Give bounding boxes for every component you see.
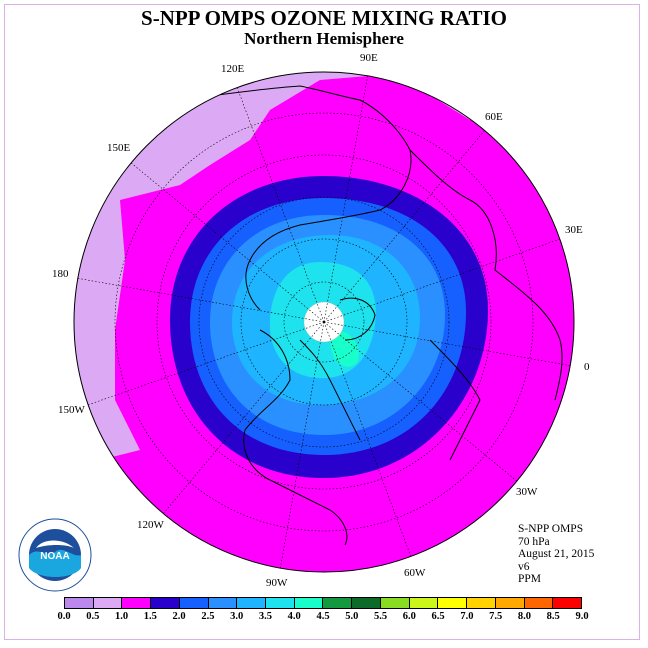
colorbar-bin — [122, 598, 152, 608]
colorbar-bin — [208, 598, 238, 608]
colorbar-bin — [323, 598, 353, 608]
figure-frame — [4, 4, 640, 640]
colorbar-bin — [495, 598, 525, 608]
colorbar-tick-label: 1.5 — [143, 611, 157, 622]
colorbar-tick-label: 3.0 — [230, 611, 244, 622]
latitude-circle — [240, 238, 408, 406]
latitude-circle — [198, 196, 450, 448]
latitude-circle — [114, 112, 534, 532]
info-version: v6 — [518, 560, 530, 573]
map-subtitle: Northern Hemisphere — [244, 29, 404, 48]
product-info: S-NPP OMPS 70 hPa August 21, 2015 v6 PPM — [518, 523, 594, 586]
colorbar-tick-label: 7.0 — [460, 611, 474, 622]
colorbar-tick-label: 6.5 — [431, 611, 445, 622]
lon-label-120w: 120W — [137, 519, 164, 531]
colorbar-tick-label: 7.5 — [489, 611, 503, 622]
north-america-coast — [243, 329, 348, 546]
colorbar-tick-label: 5.0 — [345, 611, 359, 622]
greenland-coast — [339, 297, 376, 341]
coastlines — [209, 85, 563, 546]
europe-africa-coast — [409, 149, 563, 401]
colorbar-bin — [553, 598, 581, 608]
colorbar-bin — [524, 598, 554, 608]
colorbar-tick-label: 0.5 — [86, 611, 100, 622]
lon-label-120e: 120E — [221, 63, 245, 75]
latitude-circle — [283, 281, 365, 363]
colorbar-tick-label: 3.5 — [258, 611, 272, 622]
colorbar-tick-label: 8.5 — [546, 611, 560, 622]
lon-label-30w: 30W — [516, 486, 538, 498]
colorbar-bin — [409, 598, 439, 608]
colorbar-bin — [438, 598, 468, 608]
colorbar-bin — [179, 598, 209, 608]
lon-label-60e: 60E — [485, 111, 503, 123]
colorbar-bin — [352, 598, 381, 608]
colorbar-bin — [65, 598, 94, 608]
colorbar-bin — [294, 598, 324, 608]
colorbar-tick-label: 2.0 — [172, 611, 186, 622]
colorbar-tick-label: 0.0 — [57, 611, 71, 622]
colorbar-bin — [237, 598, 267, 608]
meridian — [81, 321, 325, 408]
western-europe-coast — [429, 339, 481, 461]
lon-label-180: 180 — [52, 268, 69, 280]
info-date: August 21, 2015 — [518, 548, 595, 560]
colorbar-tick-label: 8.0 — [517, 611, 531, 622]
info-pressure-level: 70 hPa — [518, 535, 550, 548]
colorbar-bin — [467, 598, 496, 608]
latitude-circle — [156, 154, 492, 490]
colorbar-tick-label: 9.0 — [575, 611, 589, 622]
map-title: S-NPP OMPS OZONE MIXING RATIO — [141, 6, 507, 30]
info-units: PPM — [518, 573, 542, 585]
colorbar-bin — [380, 598, 410, 608]
lon-label-90w: 90W — [266, 577, 288, 589]
colorbar-tick-label: 6.0 — [402, 611, 416, 622]
colorbar-tick-label: 4.5 — [316, 611, 330, 622]
colorbar-bin — [266, 598, 295, 608]
meridian — [323, 236, 567, 323]
map-boundary — [73, 71, 575, 573]
lon-label-0: 0 — [584, 361, 590, 373]
noaa-logo-icon: NOAA — [18, 518, 92, 592]
colorbar-bin — [151, 598, 180, 608]
lon-label-30e: 30E — [565, 224, 583, 236]
eurasia-coast — [209, 85, 412, 311]
colorbar-bin — [93, 598, 123, 608]
colorbar-tick-label: 4.0 — [287, 611, 301, 622]
lon-label-90e: 90E — [360, 52, 378, 64]
lon-label-60w: 60W — [404, 567, 426, 579]
hudson-bay-coast — [299, 339, 361, 441]
colorbar-tick-label: 5.5 — [373, 611, 388, 622]
colorbar-tick-label: 2.5 — [201, 611, 215, 622]
graticule — [75, 73, 573, 571]
lon-label-150w: 150W — [58, 404, 85, 416]
info-instrument: S-NPP OMPS — [518, 523, 584, 535]
colorbar — [64, 597, 582, 609]
svg-text:NOAA: NOAA — [40, 551, 69, 562]
colorbar-tick-label: 1.0 — [114, 611, 129, 622]
lon-label-150e: 150E — [107, 142, 131, 154]
